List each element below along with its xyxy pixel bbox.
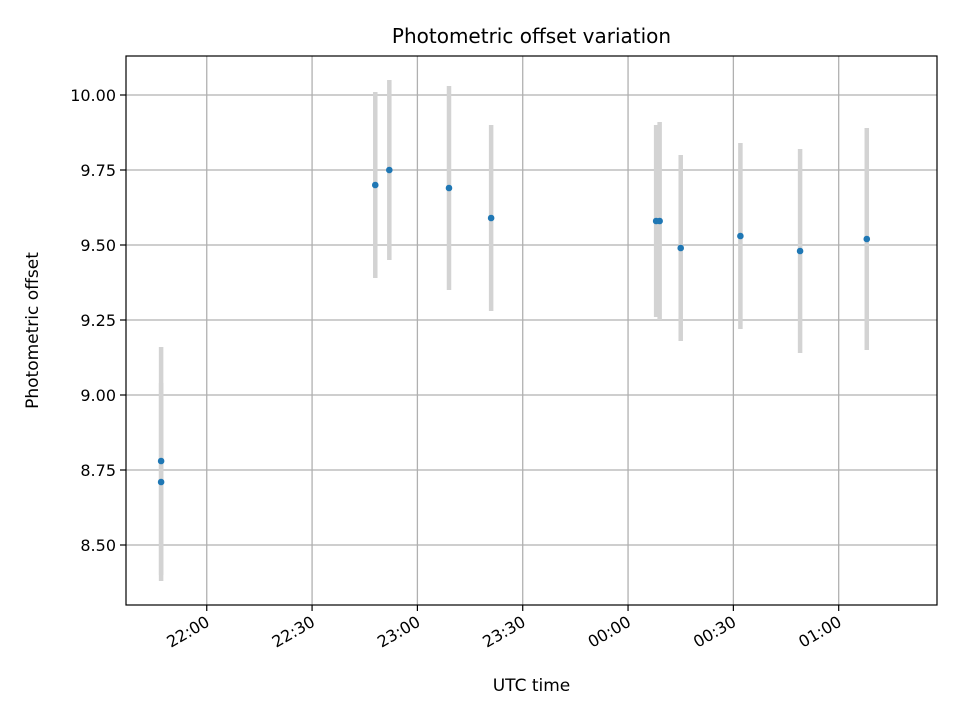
- y-tick-label: 10.00: [70, 86, 116, 105]
- x-tick-label: 01:00: [795, 612, 844, 652]
- x-tick-label: 00:00: [585, 612, 634, 652]
- data-point: [371, 181, 379, 189]
- x-axis-ticks: 22:00 22:30 23:00 23:30 00:00 00:30 01:00: [163, 605, 845, 652]
- grid-lines: [126, 56, 937, 605]
- chart-title: Photometric offset variation: [392, 24, 671, 48]
- x-tick-label: 00:30: [690, 612, 739, 652]
- error-bars: [158, 80, 870, 581]
- y-tick-label: 8.75: [80, 461, 116, 480]
- y-tick-label: 9.25: [80, 311, 116, 330]
- plot-frame: [125, 55, 938, 606]
- data-points: [157, 166, 871, 486]
- y-tick-label: 8.50: [80, 536, 116, 555]
- data-point: [157, 478, 165, 486]
- x-tick-label: 23:30: [479, 612, 528, 652]
- x-tick-label: 22:30: [269, 612, 318, 652]
- data-point: [737, 232, 744, 240]
- data-point: [863, 235, 871, 243]
- data-point: [157, 457, 165, 465]
- y-tick-label: 9.00: [80, 386, 116, 405]
- x-tick-label: 22:00: [163, 612, 212, 652]
- y-axis-title: Photometric offset: [23, 252, 43, 409]
- data-point: [656, 217, 663, 225]
- y-axis-ticks: 8.50 8.75 9.00 9.25 9.50 9.75 10.00: [70, 86, 126, 555]
- x-tick-label: 23:00: [374, 612, 423, 652]
- x-axis-title: UTC time: [493, 676, 571, 696]
- data-point: [445, 184, 453, 192]
- data-point: [487, 214, 495, 222]
- data-point: [796, 247, 804, 255]
- y-tick-label: 9.75: [80, 161, 116, 180]
- data-point: [677, 244, 685, 252]
- y-tick-label: 9.50: [80, 236, 116, 255]
- data-point: [386, 166, 393, 174]
